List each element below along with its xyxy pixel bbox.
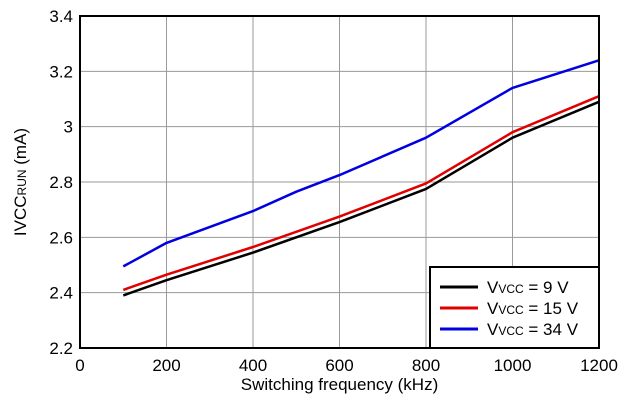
- legend-item: VVCC = 34 V: [440, 320, 579, 339]
- x-tick-label: 600: [325, 356, 353, 375]
- y-tick-label: 2.6: [49, 228, 73, 247]
- y-tick-label: 2.8: [49, 173, 73, 192]
- x-axis-label: Switching frequency (kHz): [241, 375, 438, 394]
- series-line-1: [122, 100, 600, 297]
- y-tick-label: 3: [64, 118, 73, 137]
- x-tick-label: 0: [75, 356, 84, 375]
- y-axis-label-subscript: RUN: [15, 169, 29, 195]
- x-tick-label: 1000: [494, 356, 532, 375]
- y-axis-label: IVCCRUN (mA): [11, 128, 30, 236]
- legend-label: VVCC = 34 V: [487, 320, 579, 339]
- legend-item: VVCC = 15 V: [440, 299, 579, 318]
- x-tick-labels: 0 200 400 600 800 1000 1200: [75, 356, 618, 375]
- series-line-3: [122, 59, 600, 268]
- y-tick-label: 2.2: [49, 339, 73, 358]
- legend: VVCC = 9 V VVCC = 15 V VVCC = 34 V: [429, 266, 600, 349]
- x-tick-label: 800: [412, 356, 440, 375]
- y-axis-label-unit: (mA): [11, 128, 30, 170]
- x-tick-label: 400: [239, 356, 267, 375]
- legend-label: VVCC = 15 V: [487, 299, 579, 318]
- legend-label: VVCC = 9 V: [487, 278, 569, 297]
- y-tick-labels: 2.2 2.4 2.6 2.8 3 3.2 3.4: [49, 7, 73, 358]
- legend-item: VVCC = 9 V: [440, 278, 569, 297]
- series-line-2: [122, 95, 600, 292]
- y-tick-label: 3.2: [49, 62, 73, 81]
- plot-area-border: [79, 15, 600, 349]
- x-tick-label: 200: [152, 356, 180, 375]
- series-lines: [122, 59, 600, 297]
- x-tick-label: 1200: [580, 356, 618, 375]
- y-tick-label: 2.4: [49, 284, 73, 303]
- y-tick-label: 3.4: [49, 7, 73, 26]
- y-axis-label-main: IVCC: [11, 195, 30, 236]
